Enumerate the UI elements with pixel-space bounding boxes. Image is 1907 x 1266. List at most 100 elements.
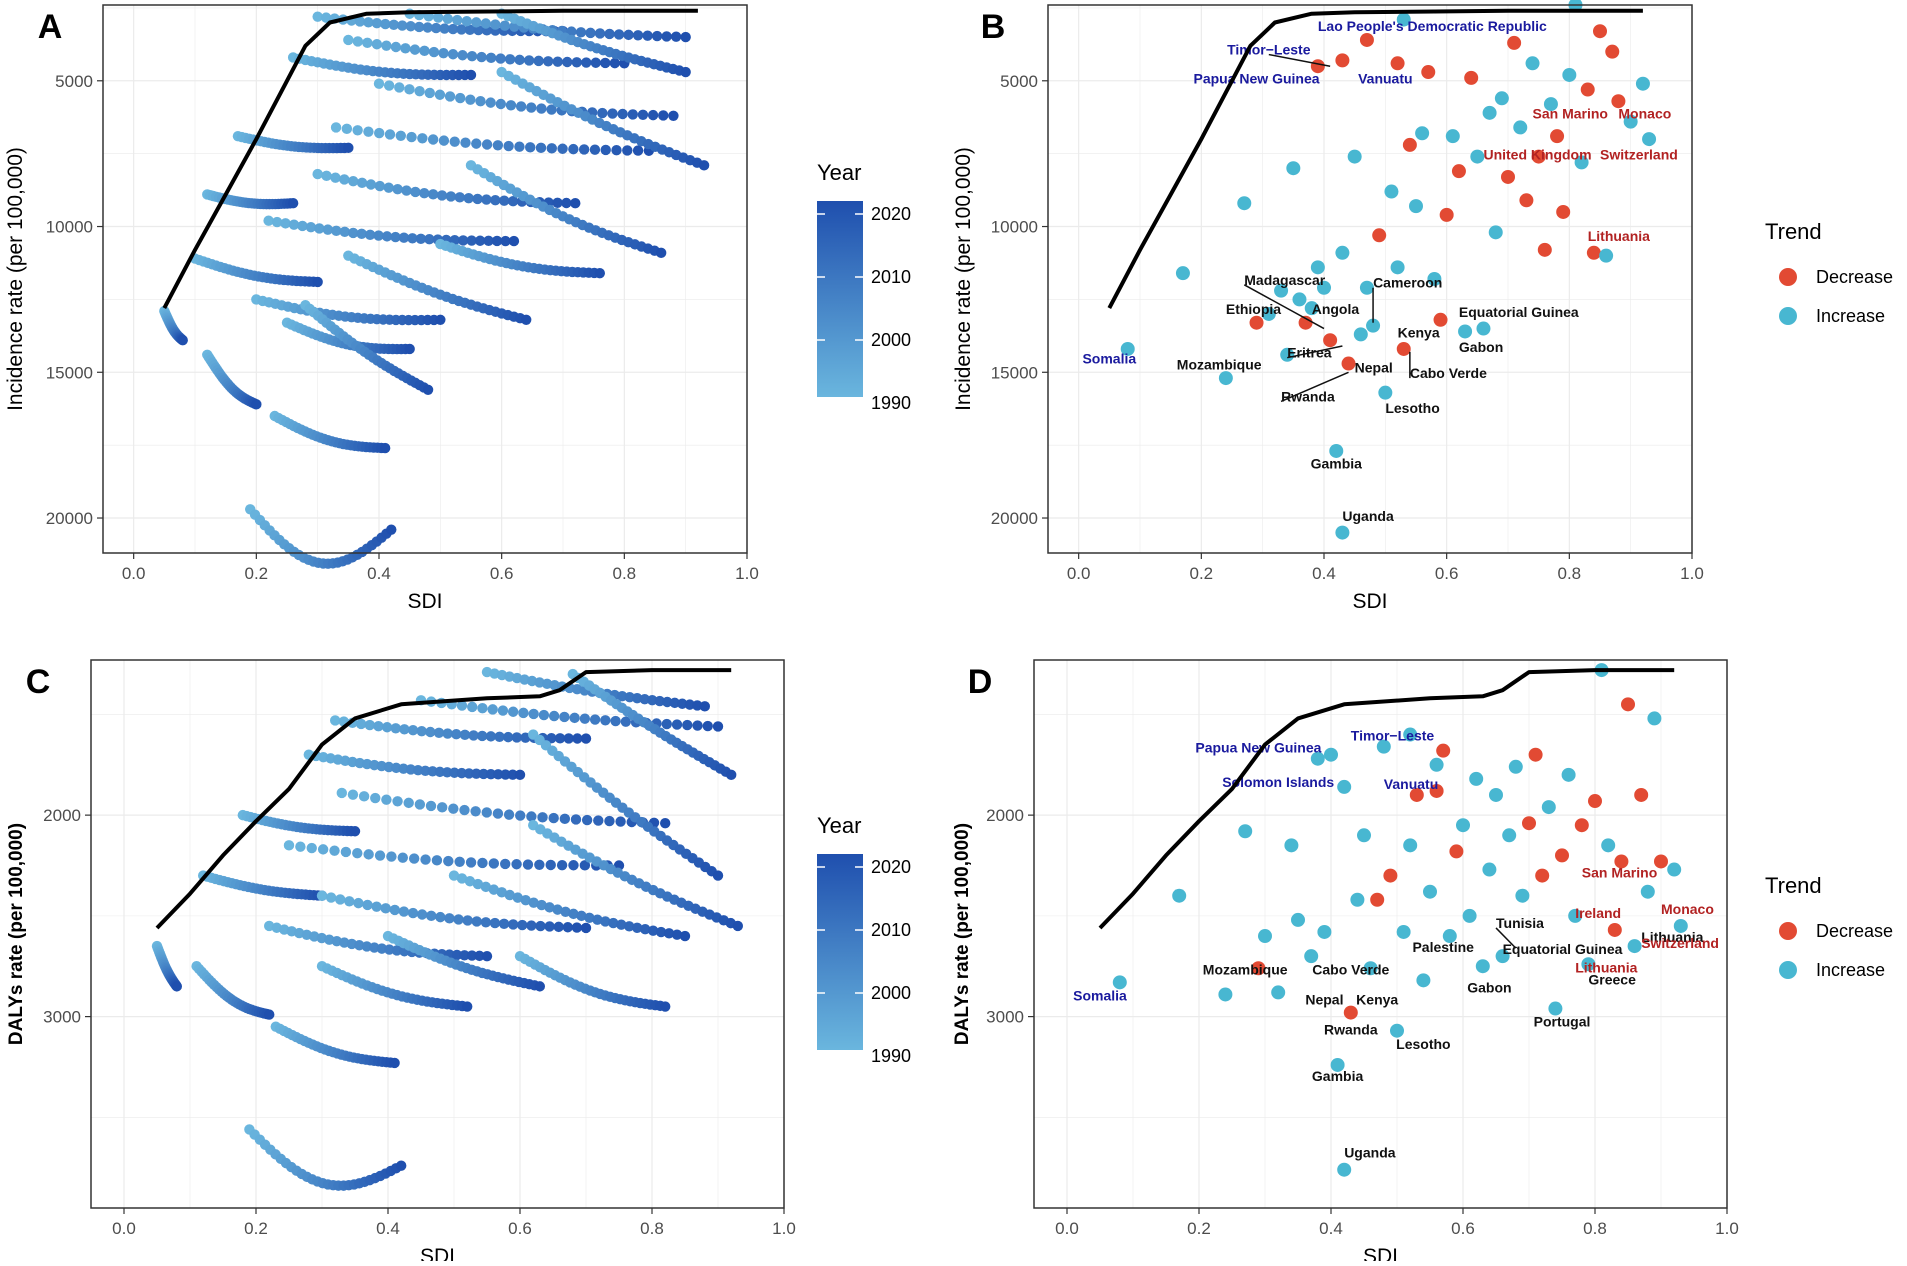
x-tick-label: 0.6 [508, 1219, 532, 1238]
trajectory-point [559, 711, 570, 723]
trajectory-point [456, 873, 468, 884]
axes: 0.0 0.2 0.4 0.6 0.8 1.0 5000 10000 15000 20000 [991, 72, 1704, 583]
point-increase [1541, 800, 1556, 815]
panel-letter: C [26, 663, 51, 701]
trajectory-point [546, 143, 557, 154]
trajectory-point [610, 715, 621, 727]
x-tick-label: 0.0 [112, 1219, 136, 1238]
trajectory-15 [251, 294, 446, 326]
trajectory-point [500, 858, 511, 870]
trajectory-point [548, 812, 559, 824]
year-legend-title: Year [817, 160, 861, 185]
trajectory-point [400, 43, 411, 54]
trajectory-point [505, 100, 517, 111]
point-decrease [1421, 65, 1436, 80]
trajectory-point [655, 926, 667, 938]
trajectory-point [569, 712, 580, 724]
trajectory-point [579, 860, 591, 871]
trajectory-point [620, 716, 632, 727]
trajectory-point [468, 730, 479, 741]
trajectory-point [684, 699, 695, 710]
point-increase [1330, 1057, 1345, 1072]
trajectory-point [406, 131, 417, 143]
trajectory-point [623, 29, 634, 41]
point-increase [1172, 888, 1187, 903]
trajectory-point [477, 702, 488, 714]
point-increase [1475, 959, 1490, 974]
year-colorbar [817, 201, 863, 397]
trajectory-point [392, 183, 403, 195]
country-label: Angola [1312, 301, 1360, 317]
country-label: Greece [1588, 971, 1636, 987]
trajectory-point [467, 701, 478, 713]
trajectory-21 [300, 300, 434, 395]
trajectory-point [390, 231, 401, 243]
trajectory-point [287, 198, 299, 209]
point-decrease [1251, 961, 1266, 976]
trajectory-point [380, 18, 391, 30]
point-increase [1640, 884, 1655, 899]
trajectory-point [514, 141, 525, 152]
point-increase [1390, 1023, 1404, 1038]
point-increase [1353, 327, 1368, 342]
trajectory-point [639, 924, 651, 935]
point-increase [1120, 341, 1135, 356]
trajectory-point [464, 24, 476, 35]
point-increase [1238, 824, 1253, 839]
trajectory-point [474, 950, 485, 962]
point-increase [1237, 196, 1252, 211]
trajectory-point [499, 195, 510, 206]
trajectory-point [483, 235, 494, 247]
point-decrease [1555, 848, 1569, 863]
trajectory-point [453, 914, 464, 925]
trajectory-point [374, 127, 385, 139]
trajectory-7 [287, 52, 477, 81]
trajectory-point [383, 182, 394, 193]
point-decrease [1396, 341, 1411, 356]
point-increase [1366, 318, 1381, 333]
trajectory-point [409, 44, 421, 55]
y-tick-label: 3000 [43, 1008, 81, 1027]
trajectory-point [480, 18, 492, 29]
trajectory-point [444, 913, 455, 924]
country-label: Nepal [1355, 359, 1393, 375]
trajectory-point [485, 768, 497, 780]
trajectory-point [495, 98, 507, 110]
trajectory-point [461, 16, 472, 27]
trajectory-point [535, 142, 547, 154]
trajectory-point [343, 142, 354, 154]
trajectory-point [680, 31, 691, 43]
trajectory-point [330, 122, 342, 133]
trajectory-point [451, 729, 462, 740]
trend-legend-swatch [1779, 922, 1797, 940]
plot-border [90, 659, 785, 1209]
trajectory-point [263, 215, 274, 226]
country-label: Rwanda [1281, 388, 1335, 404]
trajectory-point [608, 917, 619, 929]
trajectory-point [358, 791, 370, 802]
trajectory-point [680, 66, 691, 78]
trajectory-point [491, 235, 503, 247]
country-label: Rwanda [1324, 1022, 1378, 1038]
trend-legend-label: Decrease [1816, 921, 1893, 941]
trajectory-point [431, 855, 443, 866]
year-legend-tick-label: 2020 [871, 204, 911, 224]
trajectory-20 [496, 66, 710, 171]
point-decrease [1439, 207, 1454, 222]
trajectory-point [427, 189, 439, 200]
trajectory-12 [330, 122, 655, 156]
trajectory-point [448, 870, 460, 881]
point-increase [1599, 248, 1614, 263]
trajectory-point [589, 714, 601, 725]
trajectory-point [397, 852, 408, 863]
trajectory-3 [244, 1124, 407, 1191]
trajectory-point [355, 718, 367, 730]
trajectory-point [481, 139, 493, 150]
point-increase [1647, 711, 1662, 726]
trajectory-point [442, 13, 453, 24]
trajectory-point [389, 1057, 400, 1069]
point-decrease [1535, 868, 1550, 883]
trajectory-point [590, 57, 601, 68]
point-increase [1396, 924, 1411, 939]
trajectory-point [398, 906, 410, 917]
